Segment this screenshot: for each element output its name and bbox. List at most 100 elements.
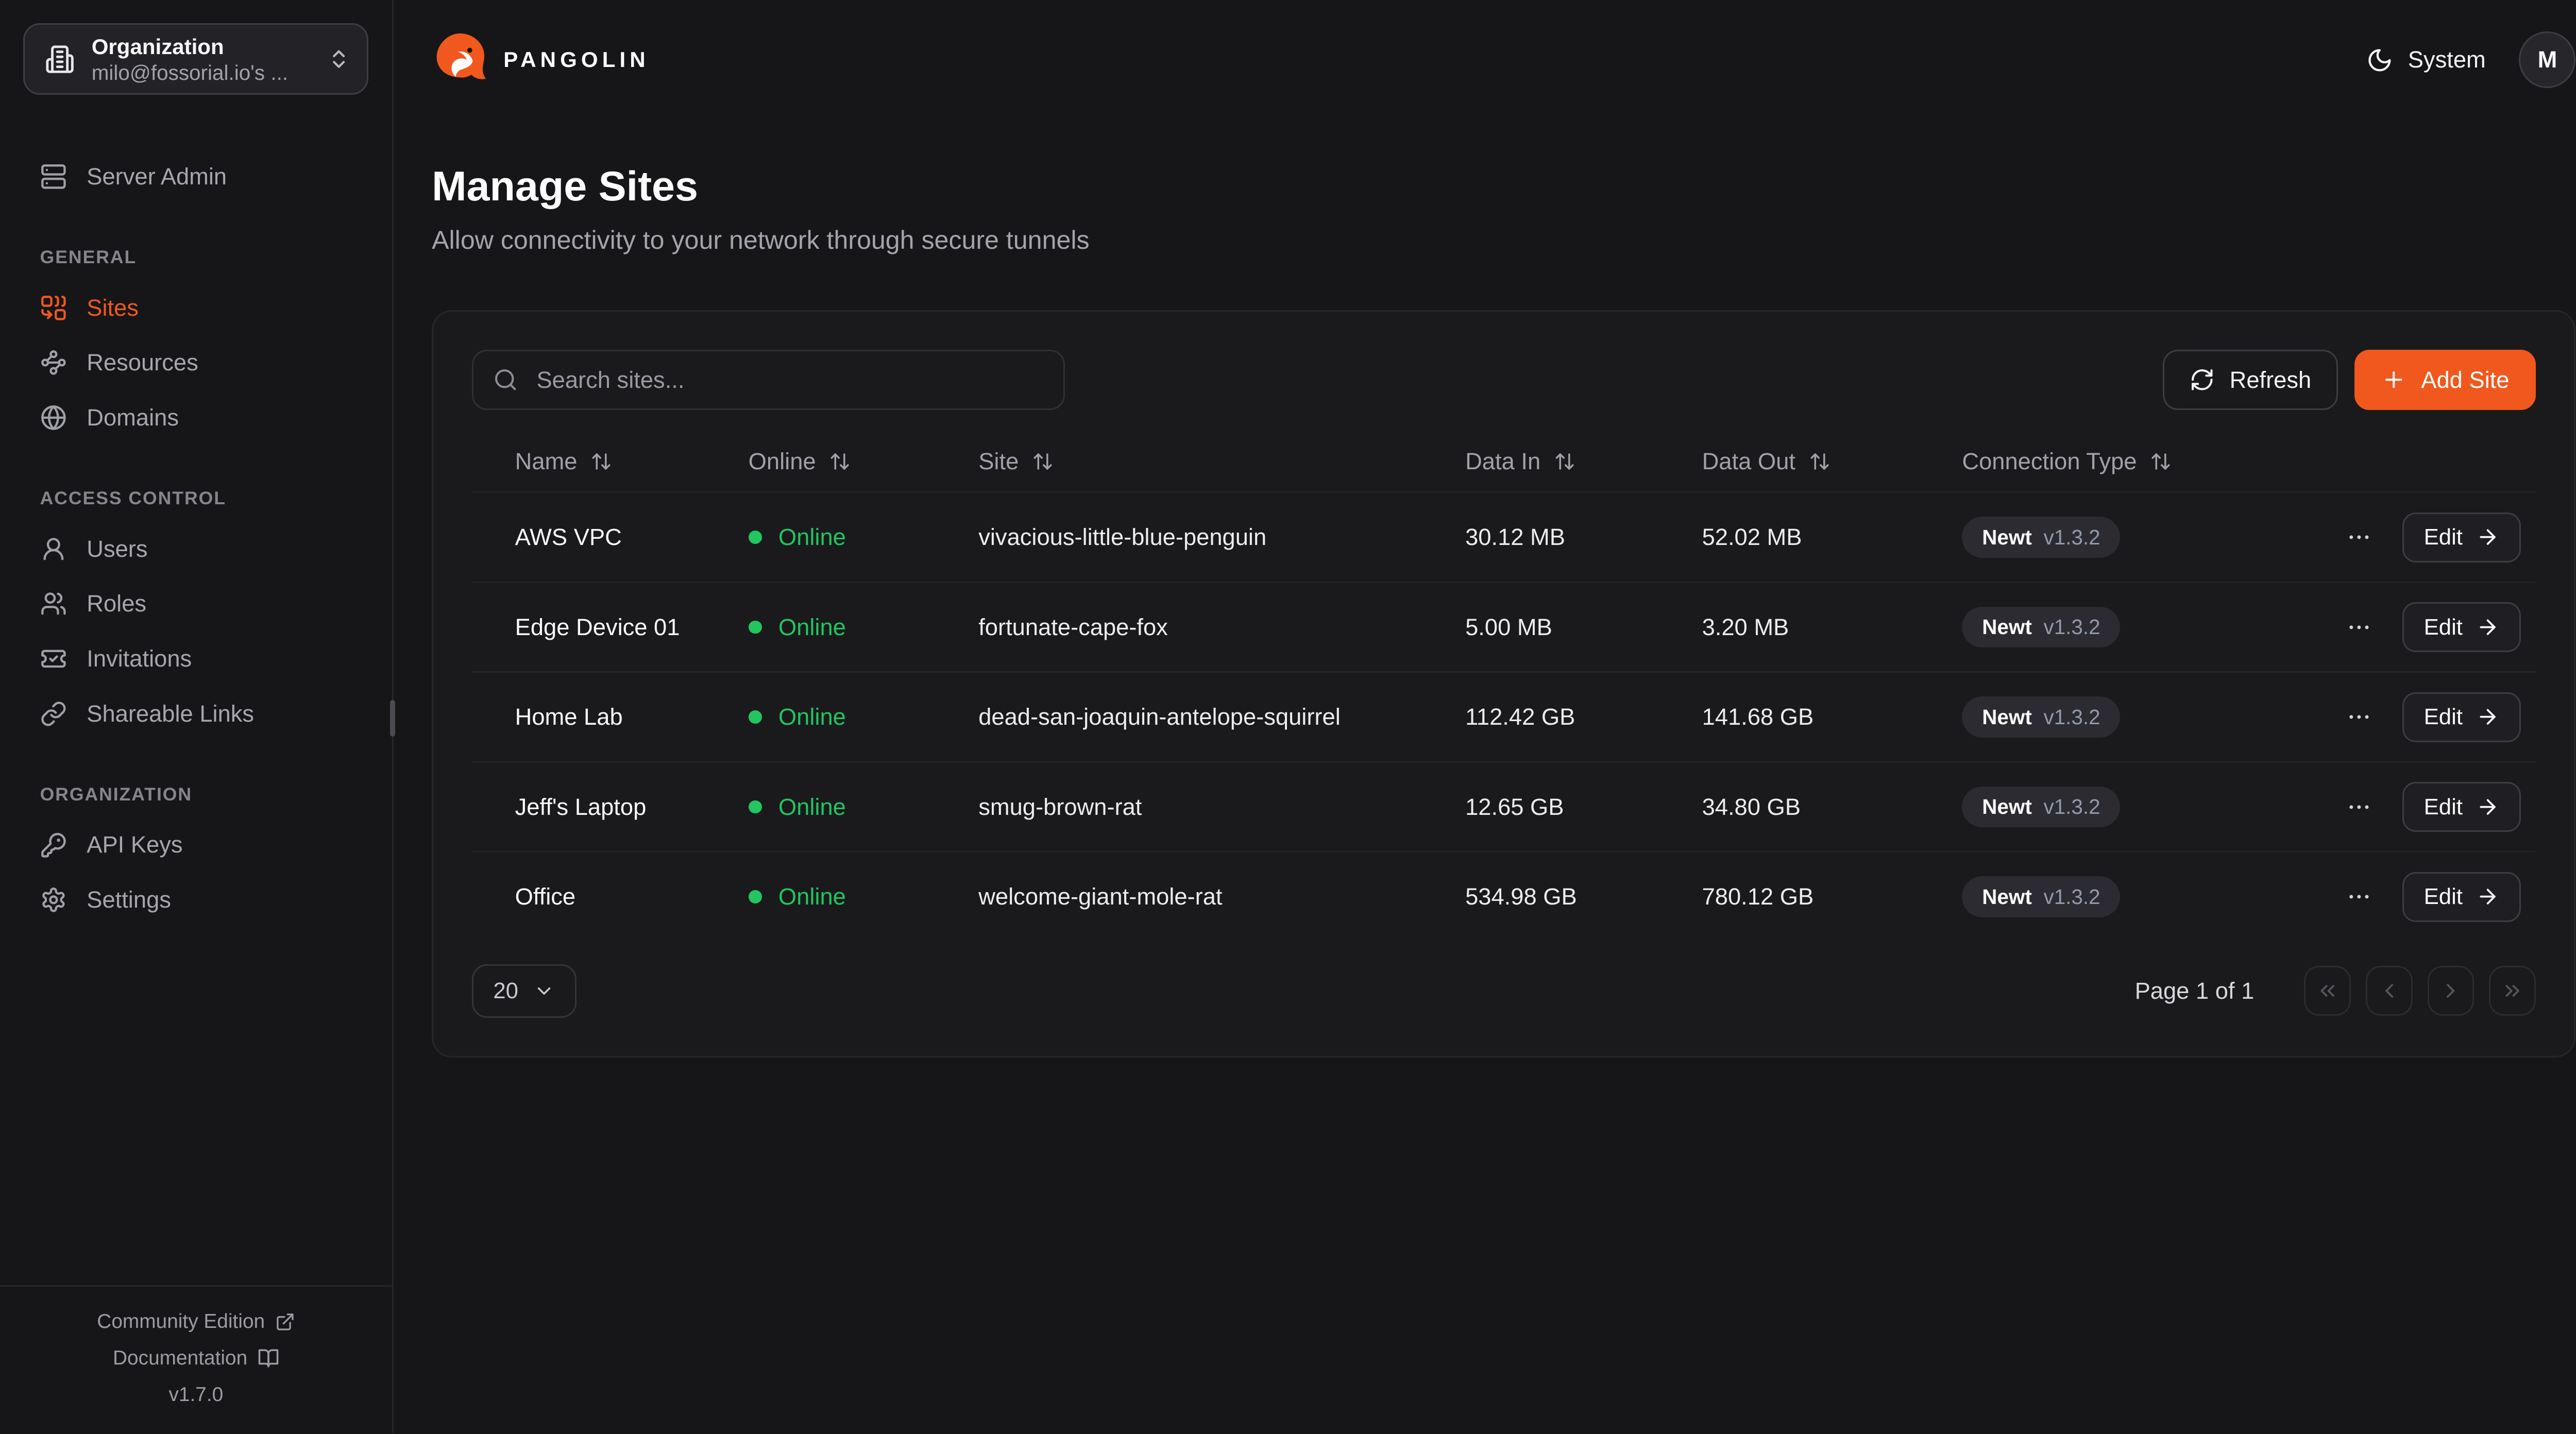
site-name: Jeff's Laptop [515,793,647,820]
previous-page-button[interactable] [2366,966,2413,1016]
sidebar-item-invitations[interactable]: Invitations [23,634,368,684]
refresh-icon [2190,367,2215,392]
pangolin-logo[interactable]: PANGOLIN [432,31,650,88]
column-header-name[interactable]: Name [472,448,728,475]
server-icon [40,163,67,190]
last-page-button[interactable] [2489,966,2536,1016]
sidebar-item-label: Resources [87,349,198,376]
org-value: milo@fossorial.io's ... [91,60,289,84]
theme-toggle[interactable]: System [2366,46,2486,73]
row-menu-button[interactable] [2346,614,2372,641]
edit-button[interactable]: Edit [2402,602,2521,653]
edit-button[interactable]: Edit [2402,782,2521,832]
add-site-button[interactable]: Add Site [2354,350,2536,410]
column-header-data-out[interactable]: Data Out [1682,448,1942,475]
data-in-value: 112.42 GB [1465,704,1575,730]
row-menu-button[interactable] [2346,524,2372,551]
theme-label: System [2408,46,2486,73]
sidebar-item-users[interactable]: Users [23,524,368,574]
org-label: Organization [91,34,224,59]
site-name: AWS VPC [515,524,622,551]
site-slug: dead-san-joaquin-antelope-squirrel [978,704,1341,730]
sidebar-item-label: Invitations [87,645,192,672]
edit-button[interactable]: Edit [2402,692,2521,742]
site-name: Home Lab [515,704,623,730]
sidebar-item-label: Server Admin [87,163,227,190]
online-dot-icon [748,531,762,544]
page-size-select[interactable]: 20 [471,964,577,1018]
column-header-site[interactable]: Site [958,448,1445,475]
row-menu-button[interactable] [2346,704,2372,730]
sidebar-item-label: Users [87,535,148,562]
sidebar-footer: Community Edition Documentation v1.7.0 [0,1285,392,1433]
brand-name: PANGOLIN [503,47,650,72]
table-row: AWS VPC Online vivacious-little-blue-pen… [471,493,2536,583]
sidebar-item-label: Roles [87,590,147,617]
user-icon [40,536,67,562]
key-icon [40,832,67,859]
combine-icon [40,295,67,321]
documentation-link[interactable]: Documentation [20,1340,372,1377]
column-header-online[interactable]: Online [728,448,959,475]
edit-button[interactable]: Edit [2402,872,2521,922]
org-selector[interactable]: Organization milo@fossorial.io's ... [23,23,369,95]
sidebar-item-label: Sites [87,294,139,321]
data-out-value: 52.02 MB [1702,524,1802,551]
chevrons-right-icon [2501,979,2524,1002]
connection-type-badge: Newt v1.3.2 [1962,876,2121,917]
edit-button[interactable]: Edit [2402,512,2521,562]
row-menu-button[interactable] [2346,883,2372,910]
data-in-value: 5.00 MB [1465,613,1552,640]
sidebar-item-server-admin[interactable]: Server Admin [23,151,368,201]
community-edition-link[interactable]: Community Edition [20,1303,372,1340]
sidebar-item-sites[interactable]: Sites [23,283,368,333]
sort-icon [2150,451,2172,472]
data-out-value: 34.80 GB [1702,793,1801,820]
avatar[interactable]: M [2519,31,2576,89]
connection-type-badge: Newt v1.3.2 [1962,786,2121,828]
site-slug: welcome-giant-mole-rat [978,883,1223,910]
data-out-value: 780.12 GB [1702,883,1814,910]
ticket-check-icon [40,645,67,672]
sidebar-item-settings[interactable]: Settings [23,875,368,925]
site-slug: smug-brown-rat [978,793,1142,820]
section-label-access-control: ACCESS CONTROL [40,487,226,508]
section-label-organization: ORGANIZATION [40,783,193,805]
data-in-value: 30.12 MB [1465,524,1565,551]
add-site-label: Add Site [2421,366,2510,393]
online-dot-icon [748,800,762,814]
sidebar-item-api-keys[interactable]: API Keys [23,820,368,870]
sidebar-item-roles[interactable]: Roles [23,579,368,629]
main-content: PANGOLIN System M Manage Sites Allow con… [394,0,2576,1433]
sites-toolbar: Refresh Add Site [471,350,2536,410]
sidebar-item-label: Shareable Links [87,700,255,727]
sidebar-resize-handle[interactable] [390,700,396,737]
chevron-right-icon [2439,979,2462,1002]
status-badge: Online [748,794,959,821]
table-row: Edge Device 01 Online fortunate-cape-fox… [471,583,2536,673]
site-name: Edge Device 01 [515,613,680,640]
plus-icon [2381,367,2406,392]
first-page-button[interactable] [2304,966,2351,1016]
gear-icon [40,886,67,913]
sidebar-item-domains[interactable]: Domains [23,393,368,443]
column-header-connection-type[interactable]: Connection Type [1942,448,2185,475]
page-size-value: 20 [493,978,518,1003]
table-header-row: Name Online Site Data In [471,432,2536,493]
search-box [471,350,1065,410]
online-dot-icon [748,710,762,724]
chevron-left-icon [2378,979,2401,1002]
next-page-button[interactable] [2427,966,2475,1016]
refresh-button[interactable]: Refresh [2163,350,2338,410]
connection-type-badge: Newt v1.3.2 [1962,696,2121,738]
arrow-right-icon [2476,795,2499,818]
data-in-value: 534.98 GB [1465,883,1577,910]
moon-icon [2366,47,2393,74]
column-header-data-in[interactable]: Data In [1445,448,1682,475]
search-input[interactable] [533,365,1044,395]
sidebar-item-resources[interactable]: Resources [23,338,368,388]
sidebar-item-shareable-links[interactable]: Shareable Links [23,689,368,739]
sort-icon [590,451,612,472]
row-menu-button[interactable] [2346,794,2372,821]
